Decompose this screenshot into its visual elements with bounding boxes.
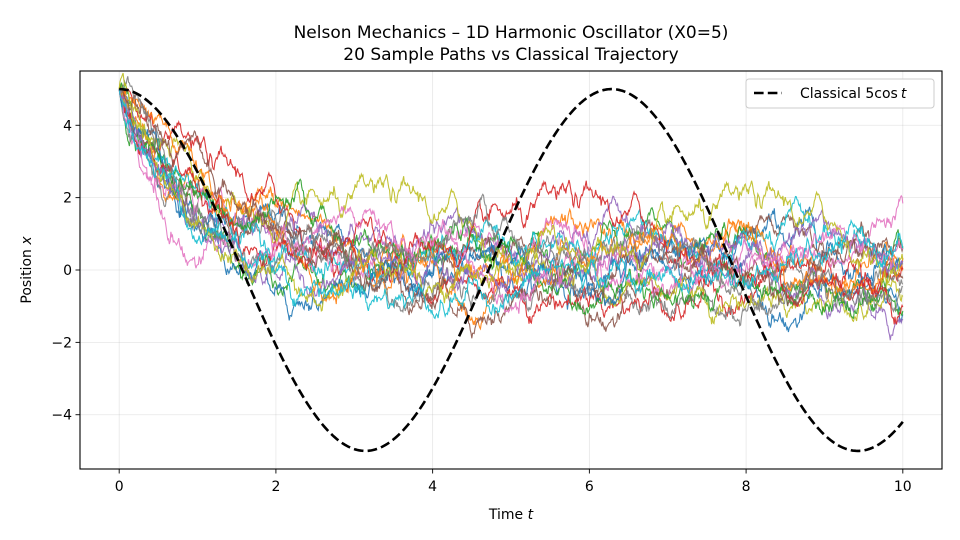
sample-path-line xyxy=(118,82,904,325)
y-tick-label: −2 xyxy=(51,335,72,351)
sample-path-line xyxy=(119,87,904,339)
x-axis-ticks: 0 2 4 6 8 10 xyxy=(115,469,912,495)
sample-path-line xyxy=(118,72,904,312)
grid-lines xyxy=(80,71,942,469)
y-tick-label: 0 xyxy=(63,263,72,279)
y-axis-label: Position x xyxy=(19,236,35,304)
x-tick-label: 8 xyxy=(742,479,751,495)
x-tick-label: 0 xyxy=(115,479,124,495)
plot-area xyxy=(79,70,943,470)
x-tick-label: 4 xyxy=(428,479,437,495)
x-tick-label: 10 xyxy=(894,479,912,495)
sample-path-line xyxy=(118,81,904,320)
sample-path-line xyxy=(118,89,904,320)
chart-subtitle: 20 Sample Paths vs Classical Trajectory xyxy=(343,45,678,65)
classical-trajectory-line xyxy=(119,87,904,453)
sample-path-line xyxy=(118,89,904,332)
sample-paths xyxy=(118,72,904,341)
legend-box xyxy=(745,78,935,109)
legend-label: Classical 5cos t xyxy=(800,86,907,102)
sample-path-line xyxy=(118,88,904,284)
x-tick-label: 6 xyxy=(585,479,594,495)
y-tick-label: 4 xyxy=(63,118,72,134)
y-tick-label: 2 xyxy=(63,191,72,207)
legend: Classical 5cos t xyxy=(745,78,935,109)
sample-path-line xyxy=(118,88,904,305)
chart-title: Nelson Mechanics – 1D Harmonic Oscillato… xyxy=(294,23,729,43)
x-axis-label: Time t xyxy=(488,507,534,523)
y-tick-label: −4 xyxy=(51,408,72,424)
x-tick-label: 2 xyxy=(271,479,280,495)
y-axis-ticks: −4 −2 0 2 4 xyxy=(51,118,80,424)
